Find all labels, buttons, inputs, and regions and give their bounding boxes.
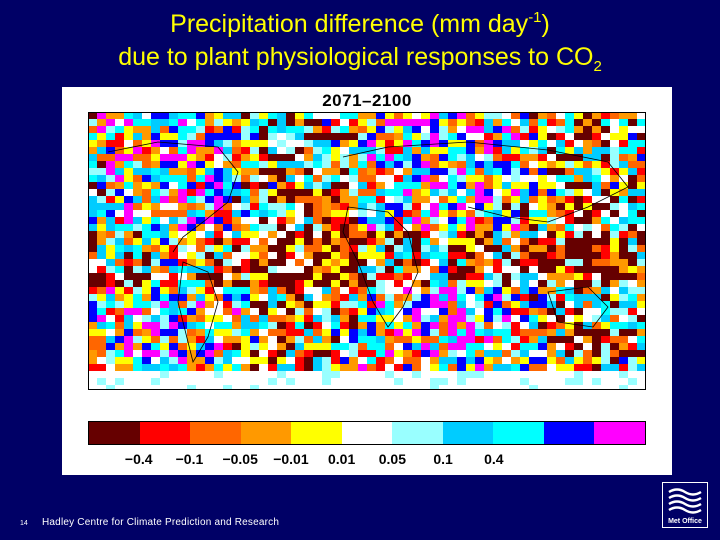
colorbar-swatch (190, 422, 241, 444)
precipitation-map (88, 112, 646, 390)
colorbar-tick-label: −0.01 (273, 451, 309, 467)
map-panel: 2071–2100 −0.4 −0.1 −0.05 −0.01 0.01 0.05 0.1 0… (62, 87, 672, 475)
colorbar-swatch (89, 422, 140, 444)
colorbar-swatch (291, 422, 342, 444)
colorbar-swatch (240, 422, 292, 444)
colorbar-tick-label: 0.1 (433, 451, 453, 467)
colorbar-swatch (392, 422, 443, 444)
wave-logo-icon (668, 488, 702, 514)
colorbar-swatch (442, 422, 494, 444)
logo-text: Met Office (668, 518, 702, 525)
colorbar-tick-label: −0.05 (222, 451, 258, 467)
slide-number: 14 (20, 520, 28, 527)
colorbar-swatch (139, 422, 191, 444)
title-line-2: due to plant physiological responses to … (118, 43, 602, 75)
slide-title: Precipitation difference (mm day-1) due … (0, 8, 720, 74)
colorbar (88, 421, 646, 445)
colorbar-swatch (543, 422, 595, 444)
colorbar-tick-label: 0.01 (328, 451, 356, 467)
colorbar-tick-label: −0.4 (124, 451, 153, 467)
map-period-title: 2071–2100 (322, 91, 412, 110)
colorbar-swatch (493, 422, 544, 444)
met-office-logo: Met Office (662, 482, 708, 528)
colorbar-tick-label: 0.05 (378, 451, 406, 467)
colorbar-tick-label: 0.4 (484, 451, 504, 467)
footer-credit: Hadley Centre for Climate Prediction and… (42, 517, 280, 528)
colorbar-swatch (341, 422, 393, 444)
colorbar-tick-label: −0.1 (175, 451, 204, 467)
colorbar-labels: −0.4 −0.1 −0.05 −0.01 0.01 0.05 0.1 0.4 (88, 451, 646, 471)
title-line-1: Precipitation difference (mm day-1) (170, 9, 550, 38)
colorbar-swatch (594, 422, 646, 444)
